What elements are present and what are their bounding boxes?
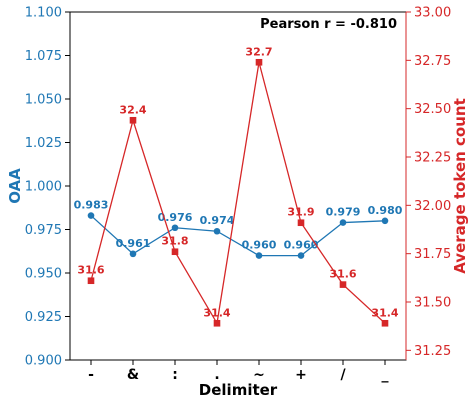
left-y-axis: 0.900 0.925 0.950 0.975 1.000 1.025 1.050 1.075… xyxy=(25,6,70,369)
data-label: 32.7 xyxy=(245,45,272,58)
right-tick-label: 33.00 xyxy=(414,6,451,21)
data-label: 0.983 xyxy=(74,199,109,212)
x-tick-label: / xyxy=(340,367,346,383)
right-tick-label: 31.50 xyxy=(414,296,451,311)
data-label: 31.4 xyxy=(203,306,230,319)
data-label: 31.9 xyxy=(287,206,314,219)
data-point xyxy=(339,281,347,288)
right-y-axis: 31.25 31.50 31.75 32.00 32.25 32.50 32.75 33.00 xyxy=(405,6,451,360)
data-point xyxy=(87,277,95,285)
right-tick-label: 31.75 xyxy=(414,247,451,262)
series-token-count: 31.6 32.4 31.8 31.4 32.7 31.9 31.6 31.4 xyxy=(77,45,399,327)
data-label: 31.4 xyxy=(371,306,398,319)
series-oaa: 0.983 0.961 0.976 0.974 0.960 0.960 0.979 0.980 xyxy=(74,199,403,259)
left-tick-label: 0.950 xyxy=(25,267,62,282)
data-point xyxy=(213,319,221,327)
x-tick-label: _ xyxy=(382,367,389,383)
data-label: 0.979 xyxy=(326,206,361,219)
data-label: 0.960 xyxy=(284,239,319,252)
data-point xyxy=(297,219,305,227)
series-layer: 0.983 0.961 0.976 0.974 0.960 0.960 0.979 0.980… xyxy=(74,45,403,327)
x-tick-label: ~ xyxy=(253,367,265,383)
data-label: 32.4 xyxy=(119,103,146,116)
data-point xyxy=(255,58,263,66)
series-line xyxy=(90,215,386,257)
x-tick-label: + xyxy=(295,367,307,383)
x-axis-title: Delimiter xyxy=(199,381,278,399)
data-label: 0.976 xyxy=(158,211,193,224)
right-tick-label: 32.50 xyxy=(414,102,451,117)
data-point xyxy=(381,217,389,225)
x-tick-label: . xyxy=(214,367,219,383)
data-point xyxy=(381,319,389,327)
data-label: 31.8 xyxy=(161,235,188,248)
data-point xyxy=(87,212,95,219)
data-label: 31.6 xyxy=(77,264,104,277)
series-line xyxy=(90,62,386,326)
left-y-axis-title: OAA xyxy=(6,168,24,204)
data-label: 0.961 xyxy=(116,237,151,250)
data-point xyxy=(255,252,263,259)
data-label: 0.980 xyxy=(368,204,403,217)
left-tick-label: 1.050 xyxy=(25,93,62,108)
data-label: 31.6 xyxy=(329,268,356,281)
right-tick-label: 32.25 xyxy=(414,151,451,166)
right-y-axis-title: Average token count xyxy=(451,98,469,274)
x-tick-label: - xyxy=(88,367,94,383)
right-tick-label: 31.25 xyxy=(414,344,451,359)
plot-area xyxy=(69,11,407,361)
data-label: 0.974 xyxy=(200,214,235,227)
left-tick-label: 0.975 xyxy=(25,223,62,238)
data-point xyxy=(171,248,179,256)
data-point xyxy=(129,250,137,258)
left-tick-label: 1.075 xyxy=(25,49,62,64)
data-label: 0.960 xyxy=(242,239,277,252)
data-point xyxy=(129,116,137,124)
data-point xyxy=(339,219,347,226)
left-tick-label: 1.025 xyxy=(25,136,62,151)
x-axis: - &:. ~ + / _ xyxy=(88,360,389,383)
x-tick-label: : xyxy=(172,367,178,383)
data-point xyxy=(213,227,221,235)
right-tick-label: 32.00 xyxy=(414,199,451,214)
x-tick-label: & xyxy=(127,367,139,383)
left-tick-label: 1.000 xyxy=(25,180,62,195)
pearson-annotation: Pearson r = -0.810 xyxy=(260,17,397,32)
left-tick-label: 0.900 xyxy=(25,354,62,369)
left-tick-label: 0.925 xyxy=(25,310,62,325)
data-point xyxy=(297,252,305,259)
left-tick-label: 1.100 xyxy=(25,6,62,21)
data-point xyxy=(171,224,179,232)
right-tick-label: 32.75 xyxy=(414,54,451,69)
